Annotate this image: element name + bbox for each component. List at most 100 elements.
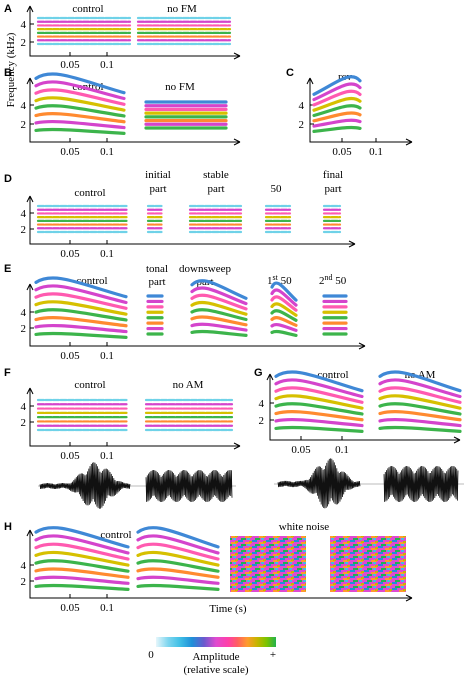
panel-g-waveform-control (277, 458, 361, 509)
panel-f-spectrogram-control (36, 398, 130, 432)
panel-b-spectrogram-control (34, 72, 126, 135)
panel-a-spectrogram-nofm (136, 16, 232, 46)
panel-f-ytick-2: 2 (21, 417, 27, 429)
panel-e-caption-2nd-50: 2nd 50 (319, 273, 347, 287)
panel-e-ytick-4: 4 (21, 307, 27, 319)
panel-f-caption-control: control (74, 379, 105, 391)
panel-h-xtick-01: 0.1 (100, 602, 114, 614)
panel-h-caption-control: control (100, 529, 131, 541)
panel-g: G control no AM 4 2 0.05 0.1 (254, 367, 464, 509)
panel-e-xtick-01: 0.1 (100, 350, 114, 362)
panel-d-axes (29, 196, 355, 245)
panel-a-ytick-2: 2 (21, 37, 27, 49)
panel-h-noise-spectrogram-2 (330, 536, 406, 592)
panel-g-label: G (254, 367, 263, 379)
panel-a-axes (29, 6, 240, 57)
panel-d-caption-control: control (74, 187, 105, 199)
panel-d-ytick-2: 2 (21, 224, 27, 236)
panel-g-waveform-noam (383, 465, 459, 503)
panel-g-ytick-4: 4 (259, 398, 265, 410)
panel-f-spectrogram-noam (144, 398, 234, 432)
panel-c-ytick-2: 2 (299, 119, 305, 131)
panel-a: A control no FM 4 2 0.05 0.1 (4, 3, 241, 71)
panel-h-noise-spectrogram-1 (230, 536, 306, 592)
panel-c-ytick-4: 4 (299, 100, 305, 112)
panel-a-xtick-005: 0.05 (60, 59, 80, 71)
panel-b-ytick-4: 4 (21, 100, 27, 112)
panel-e-axes (29, 284, 365, 347)
panel-e-spectrogram-control (34, 276, 128, 339)
panel-h-spectrogram-control-2 (136, 526, 220, 591)
panel-d-spectrogram-initial (146, 204, 164, 234)
panel-g-caption-noam: no AM (405, 369, 436, 381)
panel-g-xtick-005: 0.05 (291, 444, 311, 456)
panel-e-spectrogram-tonal (146, 294, 164, 336)
panel-b-axes (29, 78, 240, 143)
panel-d-spectrogram-50 (264, 204, 292, 234)
panel-f-ytick-4: 4 (21, 401, 27, 413)
panel-c: C rev 4 2 0.05 0.1 (286, 67, 413, 158)
panel-f-axes (29, 388, 240, 447)
panel-b-xtick-01: 0.1 (100, 146, 114, 158)
colorbar-max-label: + (270, 649, 276, 661)
panel-g-axes (269, 374, 460, 441)
colorbar-gradient (156, 637, 276, 647)
panel-d-caption-final: final (323, 169, 343, 181)
panel-d-spectrogram-stable (188, 204, 244, 234)
panel-e-caption-tonal: tonal (146, 263, 168, 275)
panel-c-xtick-01: 0.1 (369, 146, 383, 158)
panel-h-axes (29, 530, 412, 599)
panel-c-label: C (286, 67, 294, 79)
panel-e-xtick-005: 0.05 (60, 350, 80, 362)
panel-h: H control white noise 4 2 0.05 0.1 Time … (4, 521, 413, 615)
panel-d-caption-initial: initial (145, 169, 171, 181)
colorbar-title: Amplitude (192, 651, 239, 663)
panel-b-ytick-2: 2 (21, 119, 27, 131)
panel-f-xtick-005: 0.05 (60, 450, 80, 462)
panel-d-label: D (4, 173, 12, 185)
panel-b: B control no FM 4 2 0.05 0.1 (4, 67, 241, 158)
panel-b-xtick-005: 0.05 (60, 146, 80, 158)
panel-d-caption-50: 50 (271, 183, 283, 195)
panel-d-xtick-005: 0.05 (60, 248, 80, 260)
panel-f-caption-noam: no AM (173, 379, 204, 391)
panel-d-ytick-4: 4 (21, 208, 27, 220)
panel-a-caption-nofm: no FM (167, 3, 197, 15)
panel-d-spectrogram-final (322, 204, 342, 234)
panel-d-spectrogram-control (36, 204, 130, 234)
panel-e-spectrogram-1st-50 (270, 281, 298, 337)
colorbar-subtitle: (relative scale) (183, 664, 248, 676)
panel-h-ytick-4: 4 (21, 560, 27, 572)
panel-f-waveform-noam (145, 469, 233, 503)
panel-g-xtick-01: 0.1 (335, 444, 349, 456)
panel-f-label: F (4, 367, 11, 379)
panel-b-label: B (4, 67, 12, 79)
panel-d-caption-stable-part: part (207, 183, 224, 195)
panel-b-spectrogram-nofm (144, 100, 228, 130)
panel-g-ytick-2: 2 (259, 415, 265, 427)
panel-e-spectrogram-2nd-50 (322, 294, 348, 336)
colorbar-min-label: 0 (148, 649, 154, 661)
panel-a-xtick-01: 0.1 (100, 59, 114, 71)
panel-c-spectrogram-rev (312, 75, 362, 133)
panel-h-xtick-005: 0.05 (60, 602, 80, 614)
panel-c-xtick-005: 0.05 (332, 146, 352, 158)
panel-h-ytick-2: 2 (21, 576, 27, 588)
panel-a-spectrogram-control (36, 16, 132, 46)
panel-d-caption-final-part: part (324, 183, 341, 195)
panel-d: D control initial part stable part 50 fi… (4, 169, 356, 260)
panel-a-ytick-4: 4 (21, 19, 27, 31)
panel-f: F control no AM 4 2 0.05 0.1 (4, 367, 241, 509)
panel-g-spectrogram-control (274, 370, 364, 433)
panel-e: E control tonal part downsweep part 1st … (4, 263, 366, 362)
panel-c-axes (309, 78, 412, 143)
panel-e-label: E (4, 263, 11, 275)
panel-d-xtick-01: 0.1 (100, 248, 114, 260)
panel-a-caption-control: control (72, 3, 103, 15)
panel-h-spectrogram-control (34, 526, 130, 591)
panel-e-caption-tonal-part: part (148, 276, 165, 288)
panel-h-label: H (4, 521, 12, 533)
y-axis-label: Frequency (kHz) (5, 32, 17, 107)
panel-f-waveform-control (39, 462, 131, 509)
